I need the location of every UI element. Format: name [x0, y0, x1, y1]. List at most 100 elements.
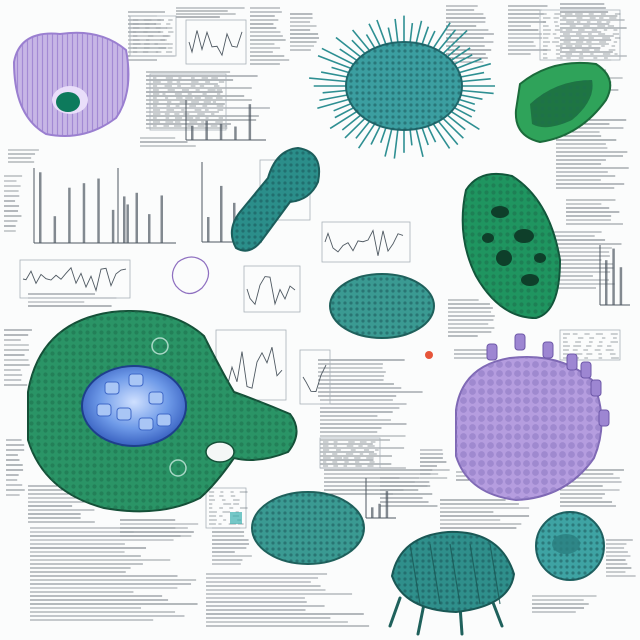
lavender-cell-with-green-nucleus [12, 31, 130, 137]
text-block [448, 299, 495, 337]
table-frame [319, 437, 381, 469]
text-block [454, 349, 493, 359]
shell-ridge [409, 543, 421, 605]
cilium [317, 97, 352, 110]
table-block [319, 437, 381, 469]
cilium [368, 23, 383, 50]
text-block [320, 399, 407, 469]
cilium [457, 71, 485, 79]
panel-bar [97, 178, 100, 243]
text-block [28, 293, 117, 307]
perforation [496, 250, 512, 266]
panel-bar [371, 507, 374, 518]
text-block [250, 7, 290, 65]
text-block [440, 499, 530, 529]
panel-frame [19, 259, 131, 299]
cilium [357, 120, 378, 149]
nucleus-granule [104, 381, 120, 395]
table-block [149, 73, 228, 131]
perforation [514, 229, 534, 243]
cilium [341, 112, 364, 131]
cilium [317, 54, 354, 71]
club-texture [231, 148, 320, 251]
vacuole [169, 459, 187, 477]
panel-bar [220, 185, 223, 242]
panel-bar [123, 196, 126, 243]
cilium [393, 126, 400, 159]
text-block [290, 13, 320, 51]
nucleus-granule [128, 373, 144, 387]
bar-panel [33, 168, 144, 244]
line-panel [243, 265, 301, 313]
organism-texture [462, 173, 560, 318]
text-block [508, 5, 548, 55]
cell-texture [252, 492, 364, 564]
text-block [566, 199, 623, 225]
perforation [521, 274, 539, 286]
nucleus-granule [138, 417, 154, 431]
panel-trace [188, 30, 243, 57]
cell-striation [14, 32, 129, 136]
line-panel [19, 259, 131, 299]
perforation [491, 206, 509, 218]
green-perforated-organism [461, 172, 562, 320]
panel-bar [126, 204, 129, 243]
text-block [4, 175, 23, 232]
cilium [430, 22, 451, 52]
text-block [6, 439, 25, 496]
panel-bar [605, 260, 608, 305]
table-frame [559, 329, 621, 361]
text-block [30, 527, 198, 621]
text-block [380, 477, 438, 507]
text-block [120, 519, 199, 537]
text-block [446, 5, 494, 63]
text-block [560, 3, 627, 61]
nucleus-granule [148, 391, 164, 405]
panel-trace [302, 364, 327, 392]
cell-pore [205, 441, 235, 463]
cell-nucleus [552, 534, 580, 554]
colony-tentacle [598, 409, 610, 427]
text-block [8, 149, 39, 163]
panel-frame [299, 349, 331, 405]
cilium [321, 47, 357, 67]
teal-round-cell [535, 511, 605, 581]
panel-bar [385, 491, 389, 518]
shell-ridge [489, 543, 501, 605]
dark-green-leaf-organism [514, 61, 612, 144]
nucleus-granule [156, 413, 172, 427]
panel-frame [185, 19, 247, 65]
teal-beetle-organism [388, 530, 516, 636]
line-panel [185, 19, 247, 65]
text-block [560, 469, 624, 507]
shell-ridge [429, 543, 441, 605]
cilium [435, 118, 459, 146]
perforation [534, 253, 546, 263]
text-block [206, 573, 370, 627]
text-block [4, 329, 32, 386]
colony-tentacle [542, 341, 554, 359]
panel-bar [619, 267, 623, 305]
organism-texture [530, 80, 593, 128]
cilium [414, 20, 423, 47]
panel-bar [191, 125, 194, 140]
cilium [351, 29, 373, 54]
table-frame [539, 9, 621, 61]
panel-frame [321, 221, 411, 263]
table-frame [129, 15, 177, 57]
text-block [532, 595, 597, 613]
body-texture [346, 42, 462, 130]
cilium [448, 109, 480, 131]
panel-trace [246, 276, 296, 306]
cilium [444, 112, 466, 131]
colony-texture [456, 356, 602, 500]
panel-bar [148, 214, 151, 243]
cilium [320, 71, 351, 79]
colony-tentacle [566, 353, 578, 371]
cilium [430, 120, 451, 149]
bar-panel [365, 478, 396, 519]
specimen-illustrations [12, 15, 612, 636]
panel-bar [111, 209, 115, 243]
panel-bar [135, 192, 138, 243]
